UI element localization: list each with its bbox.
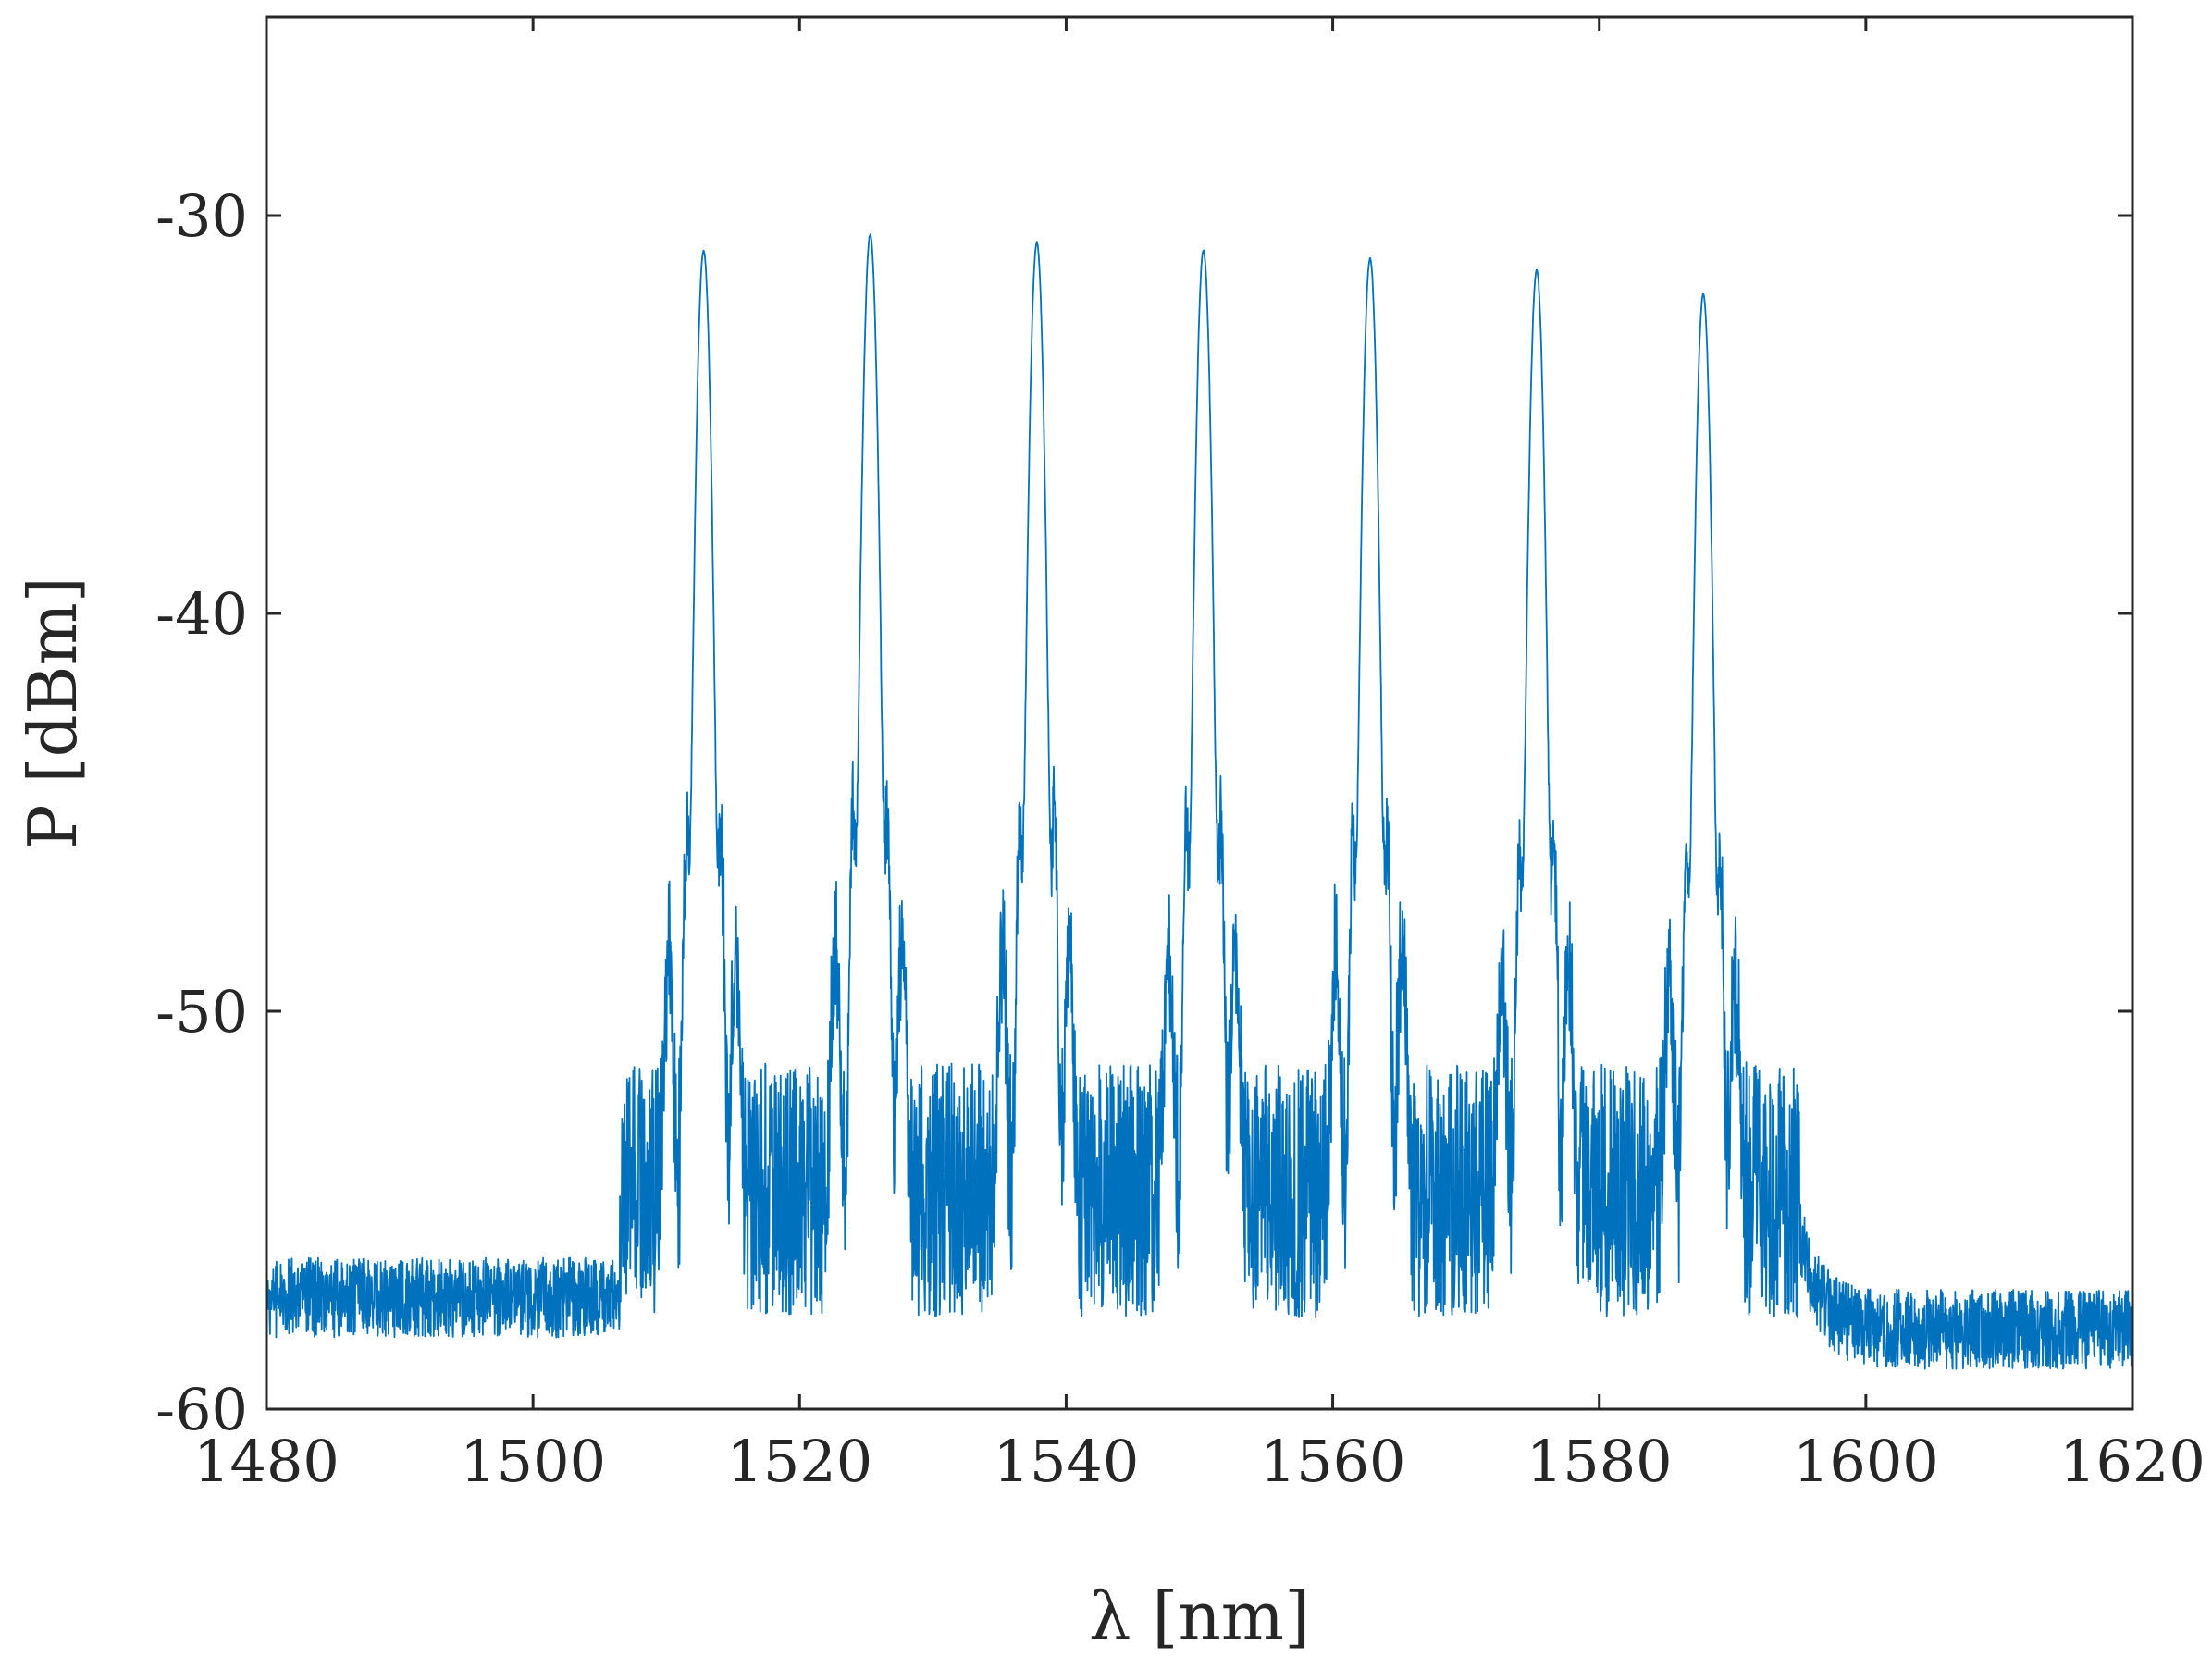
y-tick-label: -60 [155, 1376, 248, 1443]
y-axis-label: P [dBm] [14, 576, 92, 849]
x-tick-label: 1500 [460, 1428, 606, 1495]
x-tick-label: 1600 [1793, 1428, 1939, 1495]
x-tick-label: 1520 [726, 1428, 872, 1495]
spectrum-series-line [266, 233, 2133, 1370]
y-tick-label: -40 [155, 580, 248, 648]
y-tick-label: -30 [155, 182, 248, 250]
x-axis-ticks: 1480 1500 1520 1540 1560 1580 1600 1620 [193, 17, 2206, 1495]
plot-area [266, 233, 2133, 1370]
y-tick-label: -50 [155, 978, 248, 1045]
x-tick-label: 1560 [1260, 1428, 1406, 1495]
x-axis-label: λ [nm] [1089, 1577, 1310, 1655]
axes-frame [265, 15, 2134, 1411]
x-tick-label: 1480 [193, 1428, 340, 1495]
x-tick-label: 1540 [994, 1428, 1140, 1495]
y-axis-ticks: -30 -40 -50 -60 [155, 182, 2132, 1443]
x-tick-label: 1580 [1526, 1428, 1673, 1495]
x-tick-label: 1620 [2059, 1428, 2206, 1495]
